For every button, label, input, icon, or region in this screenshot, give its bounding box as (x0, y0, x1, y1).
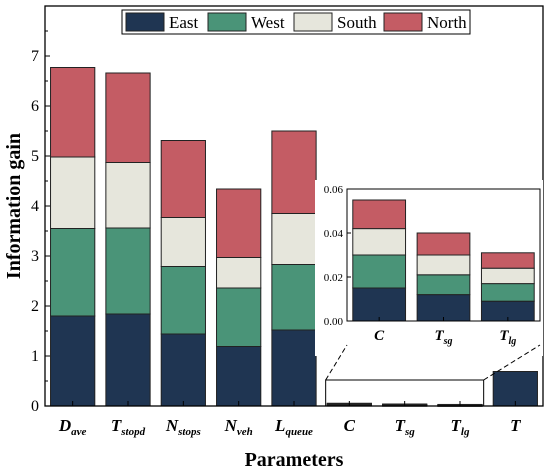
inset-frame (346, 188, 541, 322)
inset-bar-south-1 (416, 254, 471, 276)
x-tick-label: Tlg (451, 416, 470, 438)
inset-bar-west-2 (480, 283, 535, 302)
bar-west-3 (216, 287, 262, 347)
bar-south-2 (160, 217, 206, 267)
inset-y-tick-label: 0.04 (324, 228, 344, 240)
inset-bar-south-0 (352, 228, 407, 256)
bar-north-0 (50, 67, 96, 158)
legend-swatch-south (293, 12, 333, 32)
inset-bar-south-2 (480, 267, 535, 285)
y-axis-title: Information gain (3, 133, 25, 279)
bar-east-4 (271, 329, 317, 407)
bar-south-1 (105, 162, 151, 229)
bar-east-3 (216, 346, 262, 407)
x-tick-label: Tsg (395, 416, 416, 438)
legend-swatch-east (125, 12, 165, 32)
inset-y-tick-label: 0.00 (324, 316, 344, 328)
bar-west-1 (105, 227, 151, 315)
legend-swatch-west (207, 12, 247, 32)
bar-north-1 (105, 72, 151, 163)
inset-x-tick-label: Tlg (499, 328, 516, 347)
y-tick-label: 3 (31, 248, 39, 265)
inset-x-tick-label: C (374, 328, 385, 344)
bar-south-3 (216, 257, 262, 289)
bar-north-2 (160, 140, 206, 218)
bar-west-4 (271, 264, 317, 331)
y-tick-label: 7 (31, 48, 39, 65)
y-tick-label: 1 (31, 348, 39, 365)
zoom-connector-right (483, 344, 541, 381)
inset-bar-west-1 (416, 274, 471, 296)
bar-north-4 (271, 130, 317, 214)
bar-east-8 (492, 371, 538, 407)
inset-y-tick-label: 0.02 (324, 272, 343, 284)
x-axis-title: Parameters (245, 449, 344, 470)
bar-north-3 (216, 188, 262, 258)
bar-south-0 (50, 156, 96, 229)
x-tick-label: Nveh (224, 416, 253, 438)
inset-x-tick-label: Tsg (434, 328, 452, 347)
bar-west-2 (160, 266, 206, 335)
x-tick-label: Tstopd (111, 416, 146, 438)
x-tick-label: C (344, 416, 356, 435)
zoom-connector-left (325, 344, 348, 381)
inset-bar-north-0 (352, 199, 407, 230)
legend-label-east: East (169, 13, 199, 32)
inset-y-tick-label: 0.06 (324, 184, 344, 196)
y-tick-label: 4 (31, 198, 39, 215)
inset-chart: C Tsg Tlg 0.00 0.02 0.04 0.06 (315, 180, 543, 381)
x-tick-label: Lqueue (274, 416, 313, 438)
y-tick-label: 0 (31, 398, 39, 415)
inset-bar-west-0 (352, 254, 407, 289)
legend-swatch-north (383, 12, 423, 32)
main-axes: 0 1 2 3 4 5 6 7 Dave Tstopd Nstops Nveh Lqueue C Tsg Tl… (3, 5, 544, 471)
y-tick-label: 5 (31, 148, 39, 165)
legend-label-south: South (337, 13, 377, 32)
y-tick-label: 6 (31, 98, 39, 115)
main-bars (50, 67, 538, 407)
inset-bar-north-1 (416, 232, 471, 256)
bar-east-0 (50, 315, 96, 407)
x-tick-label: Dave (58, 416, 87, 438)
bar-east-2 (160, 333, 206, 407)
x-tick-label: Nstops (165, 416, 201, 438)
y-tick-label: 2 (31, 298, 39, 315)
legend: East West South North (121, 9, 471, 35)
inset-bar-east-0 (352, 287, 407, 322)
inset-bar-north-2 (480, 252, 535, 269)
bar-west-0 (50, 228, 96, 317)
bar-east-1 (105, 313, 151, 407)
legend-label-west: West (251, 13, 285, 32)
legend-label-north: North (427, 13, 467, 32)
x-tick-label: T (510, 416, 521, 435)
bar-south-4 (271, 213, 317, 265)
